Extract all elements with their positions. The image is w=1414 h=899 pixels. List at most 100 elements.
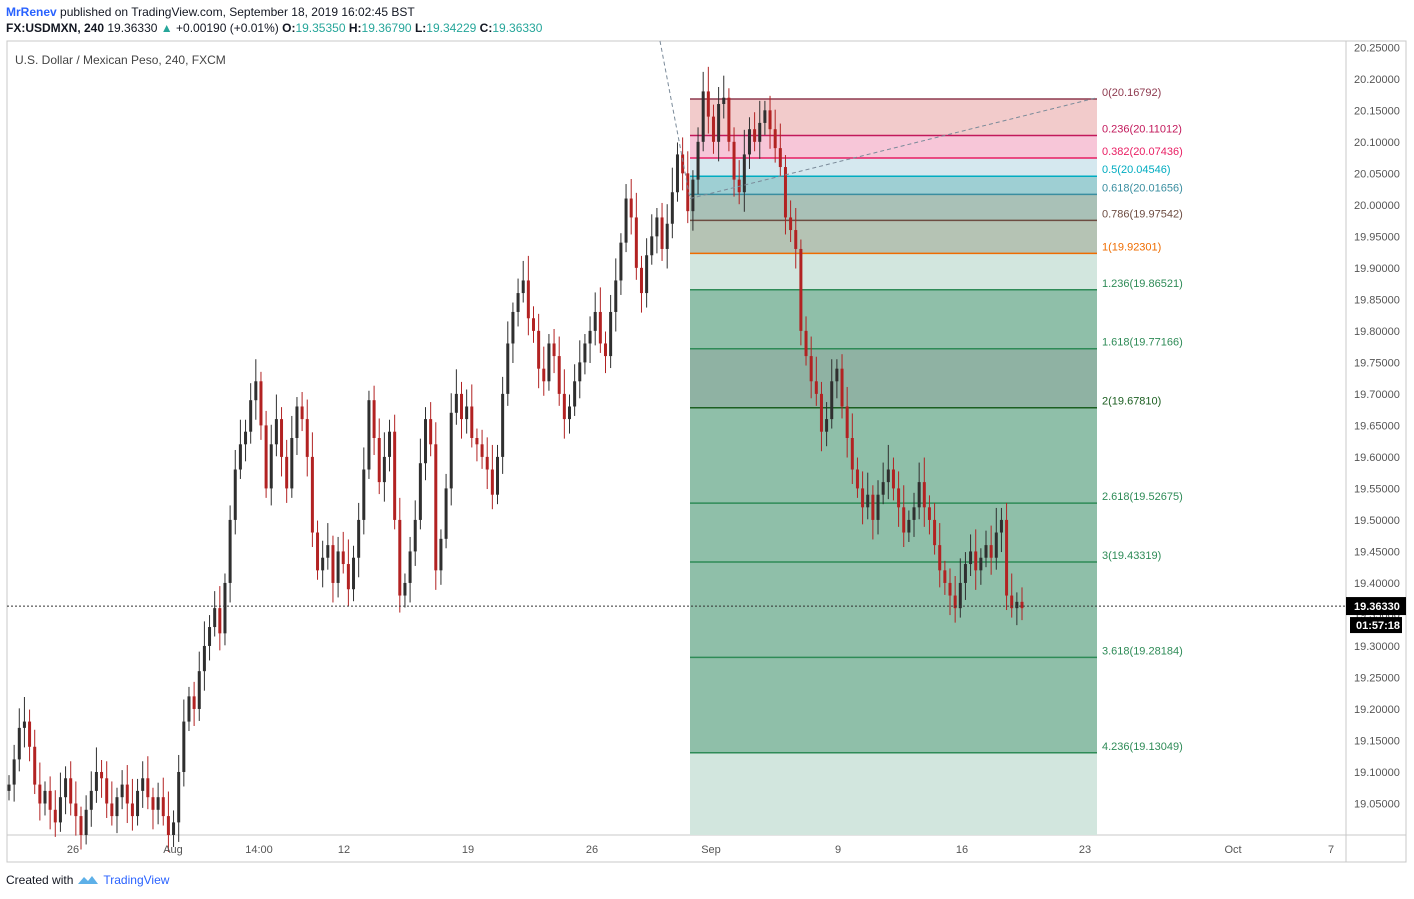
candle-body (814, 381, 818, 394)
fib-zone (690, 289, 1097, 349)
candle-body (717, 104, 721, 142)
high-value: 19.36790 (361, 21, 412, 35)
candle-body (567, 406, 571, 420)
candle-body (244, 431, 248, 445)
candle-body (326, 545, 330, 558)
candle-body (953, 595, 957, 609)
candle-body (346, 564, 350, 590)
candle-body (639, 267, 643, 294)
candle-body (732, 141, 736, 180)
candle-body (789, 217, 793, 231)
candle-body (156, 797, 160, 810)
y-tick-label: 19.80000 (1354, 326, 1400, 338)
candle-body (624, 198, 628, 243)
fib-zone (690, 135, 1097, 158)
candle-body (434, 444, 438, 571)
close-value: 19.36330 (492, 21, 543, 35)
candle-body (809, 356, 813, 382)
candle-body (439, 538, 443, 571)
x-tick-label: 26 (67, 844, 79, 856)
candle-body (352, 557, 356, 590)
candle-body (891, 469, 895, 489)
candle-body (310, 456, 314, 533)
candle-body (357, 519, 361, 558)
candle-body (341, 551, 345, 565)
candle-body (922, 482, 926, 508)
candle-body (48, 790, 52, 810)
candle-body (53, 809, 57, 823)
candle-body (573, 381, 577, 407)
candle-body (12, 759, 16, 785)
chart-title: U.S. Dollar / Mexican Peso, 240, FXCM (15, 53, 226, 67)
y-tick-label: 19.60000 (1354, 452, 1400, 464)
fib-level-label: 0.618(20.01656) (1102, 182, 1183, 194)
y-tick-label: 19.50000 (1354, 515, 1400, 527)
candle-body (974, 551, 978, 571)
candle-body (372, 400, 376, 438)
candle-body (902, 507, 906, 533)
candle-body (655, 217, 659, 237)
candle-body (110, 803, 114, 817)
candle-body (614, 280, 618, 312)
author-link[interactable]: MrRenev (6, 5, 57, 19)
candle-body (861, 488, 865, 508)
candle-body (907, 519, 911, 533)
candle-body (120, 784, 124, 798)
candle-body (511, 311, 515, 344)
candle-body (496, 456, 500, 495)
candle-body (747, 129, 751, 155)
y-tick-label: 19.45000 (1354, 546, 1400, 558)
candle-body (424, 419, 428, 464)
candle-body (362, 469, 366, 520)
candle-body (388, 431, 392, 457)
candle-body (259, 381, 263, 426)
candle-body (7, 784, 11, 791)
candle-body (948, 582, 952, 596)
candle-body (701, 91, 705, 142)
candle-body (254, 381, 258, 401)
candle-body (33, 746, 37, 785)
tradingview-link[interactable]: TradingView (103, 873, 170, 887)
candle-body (84, 809, 88, 835)
candle-body (650, 236, 654, 256)
candle-body (531, 318, 535, 331)
open-value: 19.35350 (295, 21, 346, 35)
candle-body (866, 494, 870, 508)
candle-body (845, 406, 849, 438)
candle-body (79, 816, 83, 835)
fib-zone (690, 752, 1097, 835)
fib-zone (690, 657, 1097, 753)
y-tick-label: 19.55000 (1354, 483, 1400, 495)
candle-body (516, 293, 520, 312)
candle-body (881, 482, 885, 495)
candle-body (588, 330, 592, 344)
candle-body (223, 582, 227, 634)
candle-body (1020, 601, 1024, 609)
candle-body (17, 727, 21, 760)
candle-body (989, 545, 993, 558)
candle-body (264, 425, 268, 489)
candle-body (876, 494, 880, 520)
candle-body (897, 488, 901, 508)
fib-zone (690, 253, 1097, 290)
candle-body (665, 223, 669, 249)
candle-body (753, 129, 757, 142)
candle-body (850, 438, 854, 470)
candle-body (645, 255, 649, 294)
candle-body (969, 551, 973, 565)
price-chart[interactable]: U.S. Dollar / Mexican Peso, 240, FXCM 0(2… (0, 0, 1414, 870)
x-tick-label: 16 (956, 844, 968, 856)
candle-body (490, 469, 494, 495)
candle-body (1005, 519, 1009, 596)
fib-zone (690, 99, 1097, 136)
candle-body (105, 778, 109, 804)
candle-body (958, 582, 962, 609)
candle-body (74, 803, 78, 817)
candle-body (557, 356, 561, 394)
x-tick-label: Aug (163, 844, 183, 856)
candle-body (835, 368, 839, 382)
candle-body (1015, 601, 1019, 609)
candle-body (228, 519, 232, 583)
candle-body (758, 122, 762, 142)
y-tick-label: 19.95000 (1354, 231, 1400, 243)
